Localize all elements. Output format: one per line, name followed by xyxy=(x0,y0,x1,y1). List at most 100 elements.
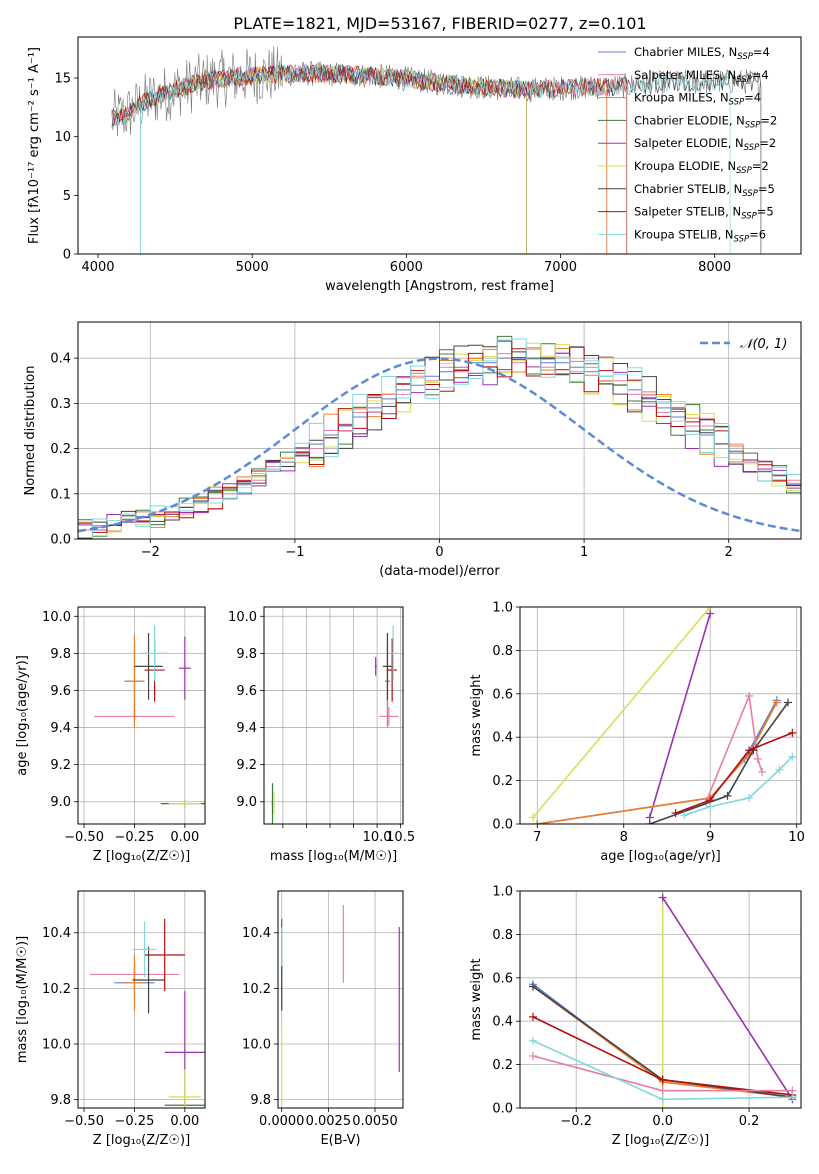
legend-text-tail: =4 xyxy=(753,45,770,59)
weight-vs-metallicity-panel: −0.2 0.0 0.2 0.0 0.2 0.4 0.6 0.8 1.0 Z [log₁₀(Z/Z… xyxy=(469,885,802,1148)
mass-vs-ebv-panel: 0.0000 0.0025 0.0050 9.8 10.0 10.2 10.4 E(B-V) xyxy=(242,890,404,1148)
weight-line-chabrier_stelib xyxy=(649,702,789,824)
y-tick-label: 0.1 xyxy=(50,487,71,502)
y-tick-label: 10.4 xyxy=(42,926,71,941)
legend-text-tail: =2 xyxy=(752,159,769,173)
axes-frame xyxy=(77,606,206,825)
y-tick-label: 9.0 xyxy=(236,795,257,810)
residuals-panel: −2 −1 0 1 2 0.0 0.1 0.2 0.3 0.4 (data-model)/error… xyxy=(23,321,802,579)
legend-text-tail: =5 xyxy=(757,205,774,219)
x-tick-label: 7 xyxy=(533,830,541,845)
x-tick-label: 5000 xyxy=(236,260,269,275)
plus-marker xyxy=(658,1086,667,1095)
weight-vs-age-panel: 7 8 9 10 0.0 0.2 0.4 0.6 0.8 1.0 age [log₁₀(age/yr… xyxy=(469,601,805,865)
axes-frame xyxy=(77,321,802,540)
x-axis-label: mass [log₁₀(M/M☉)] xyxy=(270,849,397,864)
weight-line-kroupa_elodie xyxy=(532,607,711,819)
plus-marker xyxy=(528,813,537,822)
model-spectrum-salpeter_stelib xyxy=(111,64,628,254)
errorbar-salpeter_stelib xyxy=(387,638,397,702)
figure-title: PLATE=1821, MJD=53167, FIBERID=0277, z=0… xyxy=(233,14,646,33)
x-axis-label: Z [log₁₀(Z/Z☉)] xyxy=(93,1133,190,1148)
normal-distribution-curve xyxy=(78,357,801,533)
plus-marker xyxy=(772,698,781,707)
legend-entry: Salpeter STELIB, NSSP=5 xyxy=(634,205,774,222)
model-spectrum-kroupa_stelib xyxy=(111,63,731,254)
legend-text: Kroupa STELIB, N xyxy=(634,227,734,241)
errorbar-salpeter_miles xyxy=(379,707,399,726)
plus-marker xyxy=(533,820,542,824)
weight-line-salpeter_miles xyxy=(705,692,763,803)
x-tick-label: 10 xyxy=(788,830,805,845)
y-axis-label: age [log₁₀(age/yr)] xyxy=(15,655,30,776)
legend-entry: Chabrier MILES, NSSP=4 xyxy=(634,45,770,62)
axes-frame xyxy=(277,890,404,1109)
legend-text-tail: =4 xyxy=(752,68,769,82)
y-tick-label: 0.0 xyxy=(50,533,71,548)
x-axis-label: age [log₁₀(age/yr)] xyxy=(600,849,721,864)
age-vs-metallicity-panel: −0.50 −0.25 0.00 9.0 9.2 9.4 9.6 9.8 10.0 Z [log₁… xyxy=(15,606,206,864)
legend-subscript: SSP xyxy=(744,143,760,153)
y-axis-label: mass weight xyxy=(469,674,484,756)
axes-frame xyxy=(519,606,802,825)
plus-marker xyxy=(528,1036,537,1045)
y-tick-label: 0.2 xyxy=(50,442,71,457)
y-tick-label: 10.0 xyxy=(228,610,257,625)
x-axis-label: Z [log₁₀(Z/Z☉)] xyxy=(612,1133,709,1148)
y-tick-label: 10.0 xyxy=(42,1038,71,1053)
histogram-kroupa_stelib xyxy=(78,338,801,539)
y-tick-label: 9.4 xyxy=(236,721,257,736)
y-tick-label: 9.8 xyxy=(250,1093,271,1108)
x-tick-label: 0 xyxy=(435,545,443,560)
y-tick-label: 9.8 xyxy=(236,647,257,662)
y-tick-label: 0.6 xyxy=(492,687,513,702)
errorbar-salpeter_elodie xyxy=(374,657,377,676)
weight-line-salpeter_elodie xyxy=(661,897,794,1100)
x-tick-label: −2 xyxy=(141,545,160,560)
axes-frame xyxy=(77,36,802,255)
errorbar-kroupa_miles xyxy=(124,954,145,1011)
legend-entry: Kroupa MILES, NSSP=4 xyxy=(634,91,761,108)
y-tick-label: 5 xyxy=(63,189,71,204)
plus-marker xyxy=(723,791,732,800)
plot-area xyxy=(271,625,399,824)
weight-line-kroupa_miles xyxy=(537,702,778,824)
y-tick-label: 0.0 xyxy=(492,818,513,833)
errorbar-kroupa_elodie xyxy=(272,792,275,815)
errorbar-salpeter_stelib xyxy=(144,918,185,992)
histogram-chabrier_stelib xyxy=(78,340,801,539)
x-tick-label: −0.50 xyxy=(64,1114,104,1129)
y-tick-label: 10.2 xyxy=(242,982,271,997)
x-tick-label: 0.2 xyxy=(739,1114,760,1129)
x-tick-label: 9 xyxy=(706,830,714,845)
y-tick-label: 9.6 xyxy=(50,684,71,699)
plus-marker xyxy=(658,893,667,902)
legend-entry: Chabrier STELIB, NSSP=5 xyxy=(634,182,775,199)
plus-marker xyxy=(788,1093,797,1102)
y-tick-label: 0.4 xyxy=(492,731,513,746)
legend-subscript: SSP xyxy=(734,234,750,244)
x-tick-label: 0.0050 xyxy=(352,1114,398,1129)
x-tick-label: 6000 xyxy=(390,260,423,275)
x-axis-label: wavelength [Angstrom, rest frame] xyxy=(325,279,554,294)
plus-marker xyxy=(658,1104,667,1108)
plus-marker xyxy=(784,698,793,707)
axes-frame xyxy=(263,606,404,825)
legend-subscript: SSP xyxy=(736,166,752,176)
plot-area xyxy=(78,335,801,539)
plus-marker xyxy=(706,802,715,811)
plot-area xyxy=(528,891,797,1108)
plot-area xyxy=(111,46,762,254)
y-tick-label: 10.2 xyxy=(42,982,71,997)
y-tick-label: 9.0 xyxy=(50,795,71,810)
x-tick-label: −0.50 xyxy=(64,830,104,845)
weight-line-salpeter_elodie xyxy=(648,613,711,818)
y-tick-label: 0.8 xyxy=(492,928,513,943)
x-axis-label: (data-model)/error xyxy=(379,564,500,579)
plot-area xyxy=(281,904,400,1108)
x-tick-label: 0.0025 xyxy=(306,1114,352,1129)
model-spectrum-chabrier_stelib xyxy=(111,64,762,254)
y-tick-label: 10.0 xyxy=(242,1038,271,1053)
y-tick-label: 9.4 xyxy=(50,721,71,736)
